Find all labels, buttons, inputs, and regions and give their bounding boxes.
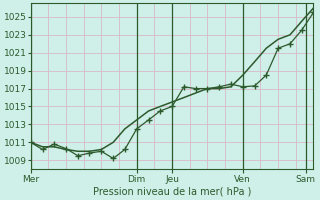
X-axis label: Pression niveau de la mer( hPa ): Pression niveau de la mer( hPa ) [93, 187, 251, 197]
